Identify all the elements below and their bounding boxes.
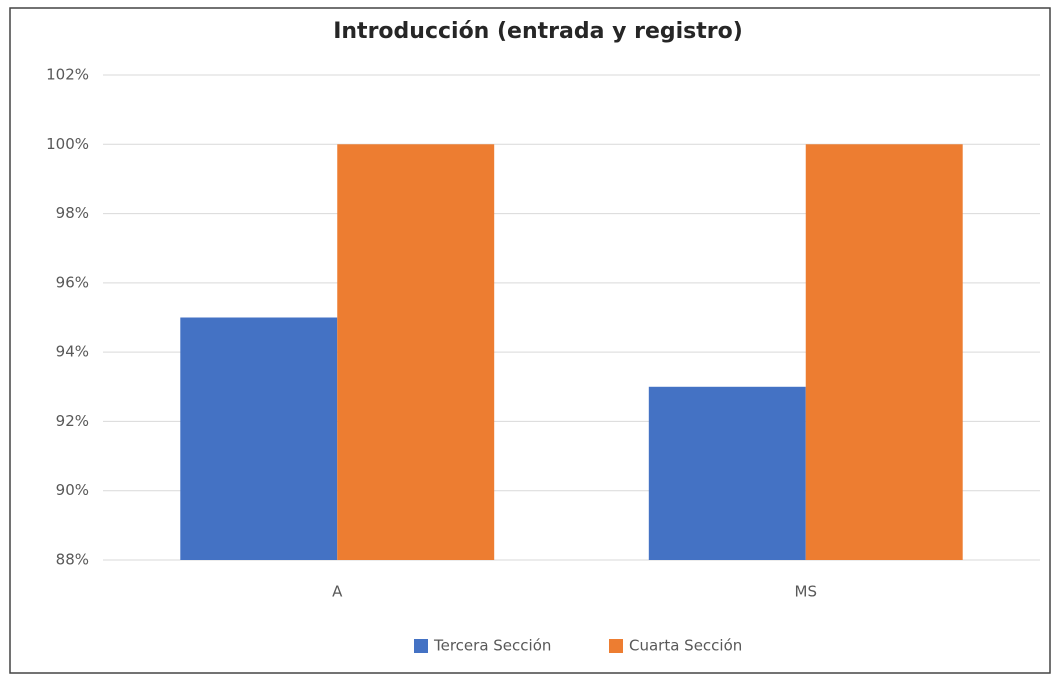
y-tick-label: 96% — [56, 273, 89, 291]
legend-label: Tercera Sección — [433, 637, 551, 655]
y-tick-label: 92% — [56, 412, 89, 430]
bar — [337, 144, 495, 561]
y-tick-label: 98% — [56, 204, 89, 222]
chart-title: Introducción (entrada y registro) — [333, 19, 743, 44]
y-tick-label: 102% — [46, 66, 89, 84]
bar — [648, 386, 806, 560]
legend-swatch — [609, 639, 623, 653]
y-tick-label: 90% — [56, 481, 89, 499]
legend-swatch — [414, 639, 428, 653]
bar — [180, 317, 338, 560]
y-tick-label: 88% — [56, 551, 89, 569]
y-tick-label: 100% — [46, 135, 89, 153]
bar — [805, 144, 963, 561]
x-tick-label: MS — [795, 583, 817, 601]
legend-label: Cuarta Sección — [629, 637, 742, 655]
x-tick-label: A — [332, 583, 343, 601]
y-tick-label: 94% — [56, 343, 89, 361]
